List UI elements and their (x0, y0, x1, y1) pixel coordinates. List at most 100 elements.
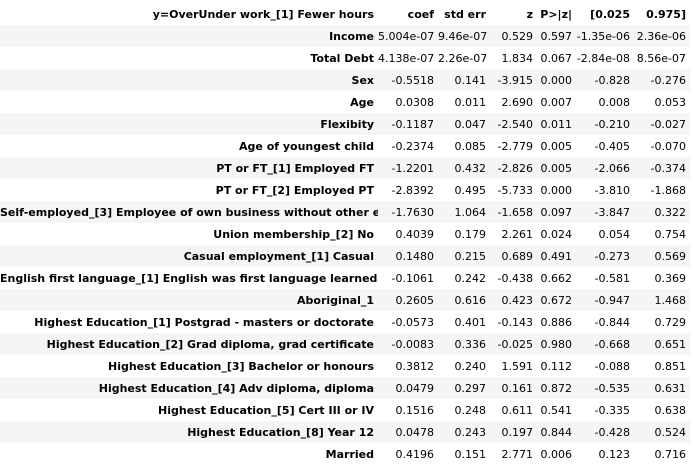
table-cell: 0.242 (454, 271, 487, 285)
table-cell: -2.84e-08 (576, 51, 630, 65)
table-cell: 0.1516 (395, 403, 435, 417)
table-cell: 0.047 (454, 117, 487, 131)
table-cell: -0.143 (497, 315, 533, 329)
table-cell: 0.980 (540, 337, 573, 351)
row-label: Highest Education_[2] Grad diploma, grad… (46, 337, 374, 351)
table-cell: -0.428 (594, 425, 630, 439)
table-cell: 0.432 (454, 161, 487, 175)
table-cell: 0.872 (540, 381, 573, 395)
table-cell: 0.369 (654, 271, 687, 285)
table-cell: 1.591 (501, 359, 534, 373)
table-cell: 0.008 (598, 95, 631, 109)
table-row: Highest Education_[2] Grad diploma, grad… (0, 333, 690, 355)
table-row: Flexibity -0.1187 0.047 -2.540 0.011 -0.210 -0… (0, 113, 690, 135)
table-cell: 0.141 (454, 73, 487, 87)
table-cell: -0.581 (594, 271, 630, 285)
table-cell: 0.054 (598, 227, 631, 241)
table-row: Income 5.004e-07 9.46e-07 0.529 0.597 -1.35e-… (0, 25, 690, 47)
table-cell: 0.007 (540, 95, 573, 109)
table-cell: 2.26e-07 (438, 51, 488, 65)
table-cell: 0.240 (454, 359, 487, 373)
table-cell: -0.5518 (391, 73, 434, 87)
table-row: Highest Education_[1] Postgrad - masters… (0, 311, 690, 333)
row-label: PT or FT_[1] Employed FT (216, 161, 374, 175)
table-cell: -0.0573 (391, 315, 434, 329)
table-cell: 0.0479 (395, 381, 435, 395)
table-row: Self-employed_[3] Employee of own busine… (0, 201, 690, 223)
table-cell: 8.56e-07 (636, 51, 686, 65)
table-cell: -0.828 (594, 73, 630, 87)
table-cell: 0.597 (540, 29, 573, 43)
table-cell: 0.005 (540, 139, 573, 153)
table-row: Union membership_[2] No 0.4039 0.179 2.261 0… (0, 223, 690, 245)
table-cell: 0.754 (654, 227, 687, 241)
table-row: PT or FT_[2] Employed PT -2.8392 0.495 -5.7… (0, 179, 690, 201)
table-cell: -2.540 (497, 117, 533, 131)
table-cell: -1.7630 (391, 205, 434, 219)
table-cell: 0.651 (654, 337, 687, 351)
table-cell: -0.210 (594, 117, 630, 131)
table-cell: -1.658 (497, 205, 533, 219)
table-cell: 0.151 (454, 447, 487, 461)
table-cell: -0.070 (650, 139, 686, 153)
table-cell: 0.297 (454, 381, 487, 395)
table-row: Aboriginal_1 0.2605 0.616 0.423 0.672 -0.947 1… (0, 289, 690, 311)
table-row: Highest Education_[3] Bachelor or honour… (0, 355, 690, 377)
table-cell: 1.064 (454, 205, 487, 219)
row-label: Flexibity (320, 117, 374, 131)
table-cell: 0.886 (540, 315, 573, 329)
table-cell: 0.672 (540, 293, 573, 307)
table-cell: 0.000 (540, 73, 573, 87)
table-cell: -0.0083 (391, 337, 434, 351)
table-cell: 0.662 (540, 271, 573, 285)
table-cell: 0.1480 (395, 249, 435, 263)
table-cell: 0.000 (540, 183, 573, 197)
table-cell: -0.1061 (391, 271, 434, 285)
table-cell: -0.1187 (391, 117, 434, 131)
table-cell: 2.771 (501, 447, 534, 461)
table-body: Income 5.004e-07 9.46e-07 0.529 0.597 -1.35e-… (0, 25, 690, 465)
header-cell: [0.025 (590, 7, 630, 21)
header-cell: z (526, 7, 533, 21)
table-cell: -2.8392 (391, 183, 434, 197)
row-label: Age (350, 95, 374, 109)
table-cell: -0.438 (497, 271, 533, 285)
table-cell: -3.915 (497, 73, 533, 87)
row-label: Income (329, 29, 374, 43)
table-cell: -0.668 (594, 337, 630, 351)
row-label: Married (325, 447, 374, 461)
table-cell: -0.2374 (391, 139, 434, 153)
row-label: Casual employment_[1] Casual (183, 249, 374, 263)
table-cell: 0.616 (454, 293, 487, 307)
table-cell: -1.868 (650, 183, 686, 197)
table-cell: 0.529 (501, 29, 534, 43)
table-cell: 0.689 (501, 249, 534, 263)
table-cell: 2.690 (501, 95, 534, 109)
table-cell: 0.248 (454, 403, 487, 417)
table-cell: 0.495 (454, 183, 487, 197)
table-cell: -0.374 (650, 161, 686, 175)
table-cell: 0.123 (598, 447, 631, 461)
table-cell: 0.053 (654, 95, 687, 109)
table-row: Sex -0.5518 0.141 -3.915 0.000 -0.828 -0.276 (0, 69, 690, 91)
table-row: PT or FT_[1] Employed FT -1.2201 0.432 -2.8… (0, 157, 690, 179)
table-cell: 0.112 (540, 359, 573, 373)
row-label: Union membership_[2] No (213, 227, 374, 241)
table-cell: 0.729 (654, 315, 687, 329)
table-cell: 0.011 (454, 95, 487, 109)
table-cell: 2.36e-06 (636, 29, 686, 43)
table-cell: 0.243 (454, 425, 487, 439)
table-row: Casual employment_[1] Casual 0.1480 0.215 0… (0, 245, 690, 267)
table-cell: 0.401 (454, 315, 487, 329)
table-cell: 0.011 (540, 117, 573, 131)
table-cell: -1.35e-06 (576, 29, 630, 43)
row-label: Age of youngest child (239, 139, 374, 153)
header-cell: P>|z| (540, 7, 572, 21)
table-cell: 0.085 (454, 139, 487, 153)
row-label: Sex (351, 73, 374, 87)
row-label: Highest Education_[4] Adv diploma, diplo… (98, 381, 374, 395)
table-cell: 0.569 (654, 249, 687, 263)
table-cell: 0.3812 (395, 359, 435, 373)
table-cell: -0.025 (497, 337, 533, 351)
table-cell: 0.2605 (395, 293, 435, 307)
